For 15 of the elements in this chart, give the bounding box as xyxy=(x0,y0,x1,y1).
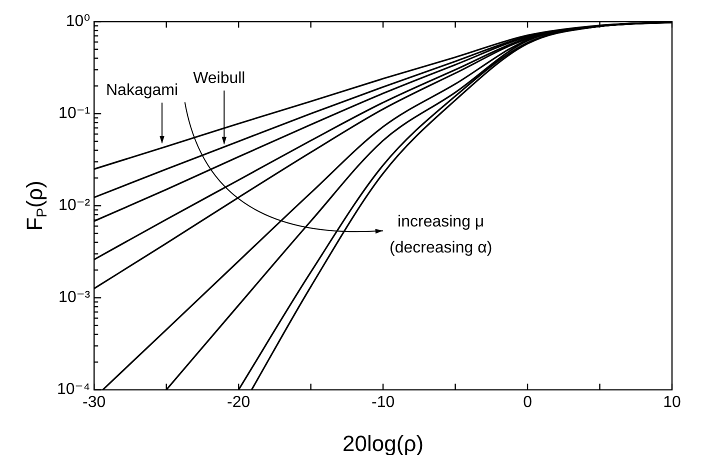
annotation: Weibull xyxy=(193,70,246,87)
y-tick-label: 10⁻¹ xyxy=(58,105,90,122)
annotation: increasing μ xyxy=(398,214,484,231)
x-tick-label: -30 xyxy=(82,394,106,411)
annotation: Nakagami xyxy=(106,82,178,100)
annotation: (decreasing α) xyxy=(390,239,492,256)
x-tick-label: -10 xyxy=(371,394,395,411)
y-tick-label: 10⁻³ xyxy=(58,289,91,306)
x-axis-title: 20log(ρ) xyxy=(342,430,424,456)
x-tick-label: 0 xyxy=(523,394,532,411)
x-tick-label: -20 xyxy=(227,394,250,411)
y-tick-label: 10⁻² xyxy=(58,197,91,214)
x-tick-label: 10 xyxy=(663,394,681,411)
y-axis-title: FP(ρ) xyxy=(22,180,51,231)
y-tick-label: 10⁰ xyxy=(66,13,90,30)
